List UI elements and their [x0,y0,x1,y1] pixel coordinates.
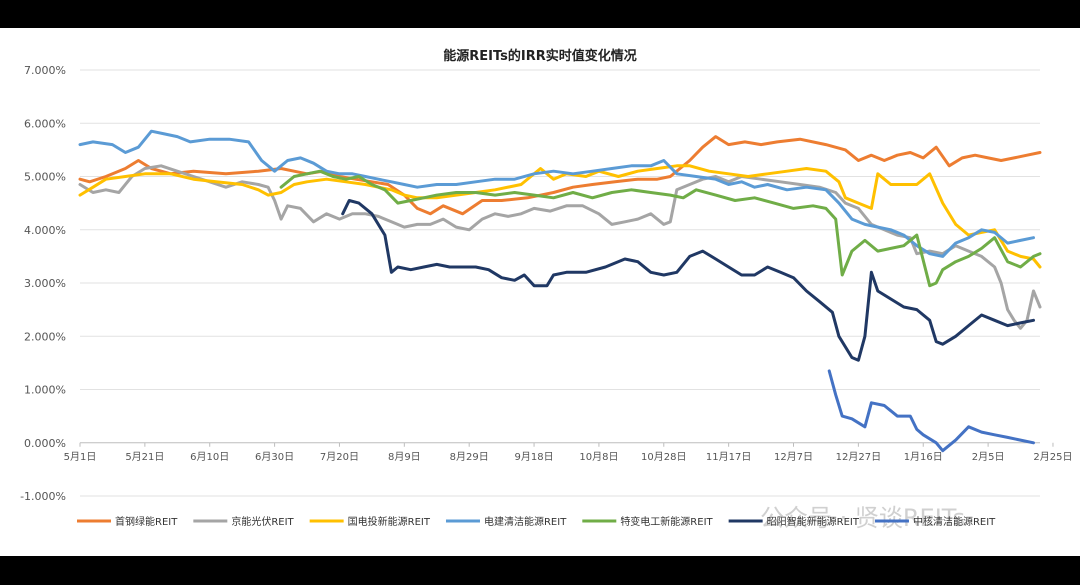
legend-label-3: 电建清洁能源REIT [484,515,567,528]
legend: 首钢绿能REIT 京能光伏REIT 国电投新能源REIT 电建清洁能源REIT 特变电工… [77,515,996,528]
x-tick-label: 8月9日 [388,451,421,463]
x-tick-label: 6月30日 [255,451,294,463]
legend-label-0: 首钢绿能REIT [115,515,178,528]
x-tick-label: 12月7日 [774,451,813,463]
series-line-2 [78,164,1042,269]
x-tick-label: 10月8日 [579,451,618,463]
x-axis-ticks: 5月1日 5月21日 6月10日 6月30日 7月20日 8月9日 8月29日 9月18日 10… [64,442,1073,463]
x-tick-label: 5月1日 [64,451,97,463]
y-tick-label: 5.000% [24,171,66,184]
x-tick-label: 7月20日 [320,451,359,463]
watermark: 公众号 · 贤谈REITs [760,504,965,532]
legend-label-1: 京能光伏REIT [231,515,294,528]
legend-label-2: 国电投新能源REIT [348,515,431,528]
y-tick-label: -1.000% [20,490,66,503]
line-chart: 能源REITs的IRR实时值变化情况 -1.000% 0.000% 1.000% 2.… [20,48,1073,532]
x-tick-label: 6月10日 [190,451,229,463]
x-tick-label: 11月17日 [706,451,751,463]
series-line-4 [279,169,1042,288]
y-axis-ticks: -1.000% 0.000% 1.000% 2.000% 3.000% 4.000% 5.0… [20,64,66,503]
legend-label-5: 昭阳智能新能源REIT [767,515,860,528]
series-line-6 [827,369,1035,453]
grid [80,69,1040,497]
y-tick-label: 7.000% [24,64,66,77]
x-tick-label: 1月16日 [904,451,943,463]
x-tick-label: 10月28日 [641,451,686,463]
y-tick-label: 6.000% [24,117,66,130]
y-tick-label: 0.000% [24,437,66,450]
x-tick-label: 5月21日 [125,451,164,463]
x-tick-label: 2月5日 [972,451,1005,463]
y-tick-label: 1.000% [24,384,66,397]
y-tick-label: 3.000% [24,277,66,290]
series-line-0 [78,135,1042,216]
legend-label-4: 特变电工新能源REIT [620,515,713,528]
y-tick-label: 4.000% [24,224,66,237]
chart-frame: 能源REITs的IRR实时值变化情况 -1.000% 0.000% 1.000% 2.… [0,28,1080,556]
x-tick-label: 2月25日 [1033,451,1072,463]
x-tick-label: 9月18日 [515,451,554,463]
series-lines [78,129,1042,453]
x-tick-label: 8月29日 [450,451,489,463]
chart-title: 能源REITs的IRR实时值变化情况 [443,48,636,64]
series-line-5 [341,199,1035,362]
x-tick-label: 12月27日 [836,451,881,463]
series-line-3 [78,129,1035,258]
y-tick-label: 2.000% [24,330,66,343]
legend-label-6: 中核清洁能源REIT [913,515,996,528]
